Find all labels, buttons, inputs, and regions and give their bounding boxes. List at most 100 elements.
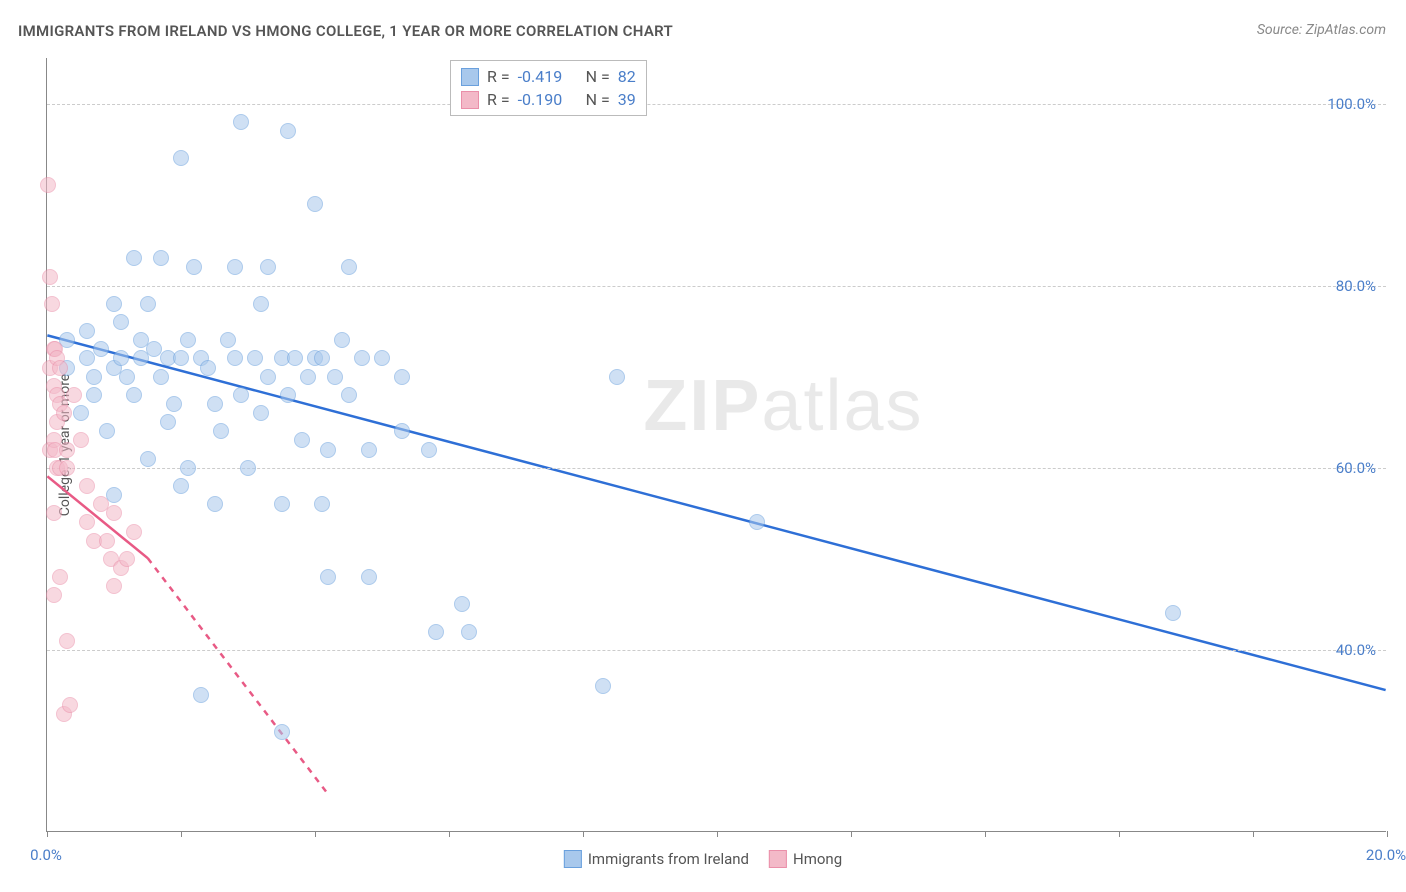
legend-r-value: -0.419 xyxy=(518,67,578,86)
data-point xyxy=(394,423,410,439)
x-tick-mark xyxy=(1119,831,1120,837)
data-point xyxy=(126,524,142,540)
x-tick-mark xyxy=(1253,831,1254,837)
trend-lines xyxy=(47,58,1386,831)
data-point xyxy=(253,405,269,421)
source-attribution: Source: ZipAtlas.com xyxy=(1257,22,1386,38)
x-tick-mark xyxy=(181,831,182,837)
data-point xyxy=(186,259,202,275)
data-point xyxy=(79,478,95,494)
data-point xyxy=(595,678,611,694)
data-point xyxy=(307,196,323,212)
data-point xyxy=(320,569,336,585)
legend-r-label: R = xyxy=(487,90,510,109)
x-tick-mark xyxy=(449,831,450,837)
data-point xyxy=(193,687,209,703)
legend-item: Hmong xyxy=(769,850,842,868)
data-point xyxy=(314,350,330,366)
data-point xyxy=(361,569,377,585)
data-point xyxy=(52,569,68,585)
legend-r-value: -0.190 xyxy=(518,90,578,109)
data-point xyxy=(260,369,276,385)
data-point xyxy=(106,505,122,521)
data-point xyxy=(213,423,229,439)
data-point xyxy=(79,323,95,339)
data-point xyxy=(59,633,75,649)
data-point xyxy=(113,350,129,366)
data-point xyxy=(361,442,377,458)
x-tick-mark xyxy=(1387,831,1388,837)
y-tick-label: 60.0% xyxy=(1336,459,1376,477)
data-point xyxy=(113,314,129,330)
x-tick-mark xyxy=(47,831,48,837)
data-point xyxy=(106,578,122,594)
data-point xyxy=(79,514,95,530)
x-tick-mark xyxy=(717,831,718,837)
data-point xyxy=(421,442,437,458)
legend-n-value: 39 xyxy=(618,90,636,109)
x-tick-label-max: 20.0% xyxy=(1366,846,1406,864)
x-tick-label-min: 0.0% xyxy=(30,846,62,864)
correlation-legend: R =-0.419N =82R =-0.190N =39 xyxy=(450,60,647,116)
data-point xyxy=(294,432,310,448)
data-point xyxy=(66,387,82,403)
y-tick-label: 80.0% xyxy=(1336,277,1376,295)
data-point xyxy=(140,451,156,467)
data-point xyxy=(166,396,182,412)
data-point xyxy=(247,350,263,366)
data-point xyxy=(86,387,102,403)
data-point xyxy=(106,487,122,503)
x-tick-mark xyxy=(985,831,986,837)
data-point xyxy=(180,332,196,348)
gridline xyxy=(47,286,1386,287)
legend-n-value: 82 xyxy=(618,67,636,86)
data-point xyxy=(73,432,89,448)
data-point xyxy=(233,387,249,403)
legend-series-name: Immigrants from Ireland xyxy=(588,850,749,868)
y-tick-label: 40.0% xyxy=(1336,641,1376,659)
data-point xyxy=(153,369,169,385)
data-point xyxy=(62,697,78,713)
data-point xyxy=(73,405,89,421)
data-point xyxy=(173,350,189,366)
data-point xyxy=(40,177,56,193)
data-point xyxy=(46,505,62,521)
data-point xyxy=(374,350,390,366)
data-point xyxy=(240,460,256,476)
data-point xyxy=(749,514,765,530)
data-point xyxy=(126,250,142,266)
data-point xyxy=(334,332,350,348)
data-point xyxy=(314,496,330,512)
data-point xyxy=(207,396,223,412)
x-tick-mark xyxy=(315,831,316,837)
data-point xyxy=(119,369,135,385)
data-point xyxy=(44,296,60,312)
data-point xyxy=(274,496,290,512)
data-point xyxy=(233,114,249,130)
data-point xyxy=(200,360,216,376)
data-point xyxy=(42,269,58,285)
legend-r-label: R = xyxy=(487,67,510,86)
data-point xyxy=(320,442,336,458)
data-point xyxy=(280,123,296,139)
gridline xyxy=(47,650,1386,651)
watermark: ZIPatlas xyxy=(643,365,923,447)
data-point xyxy=(394,369,410,385)
data-point xyxy=(99,423,115,439)
data-point xyxy=(327,369,343,385)
data-point xyxy=(609,369,625,385)
data-point xyxy=(253,296,269,312)
legend-n-label: N = xyxy=(586,67,610,86)
data-point xyxy=(260,259,276,275)
gridline xyxy=(47,104,1386,105)
chart-title: IMMIGRANTS FROM IRELAND VS HMONG COLLEGE… xyxy=(18,22,673,40)
plot-area: College, 1 year or more ZIPatlas 40.0%60… xyxy=(46,58,1386,832)
data-point xyxy=(153,250,169,266)
data-point xyxy=(287,350,303,366)
data-point xyxy=(274,724,290,740)
data-point xyxy=(354,350,370,366)
data-point xyxy=(461,624,477,640)
data-point xyxy=(126,387,142,403)
data-point xyxy=(173,478,189,494)
legend-item: Immigrants from Ireland xyxy=(564,850,749,868)
